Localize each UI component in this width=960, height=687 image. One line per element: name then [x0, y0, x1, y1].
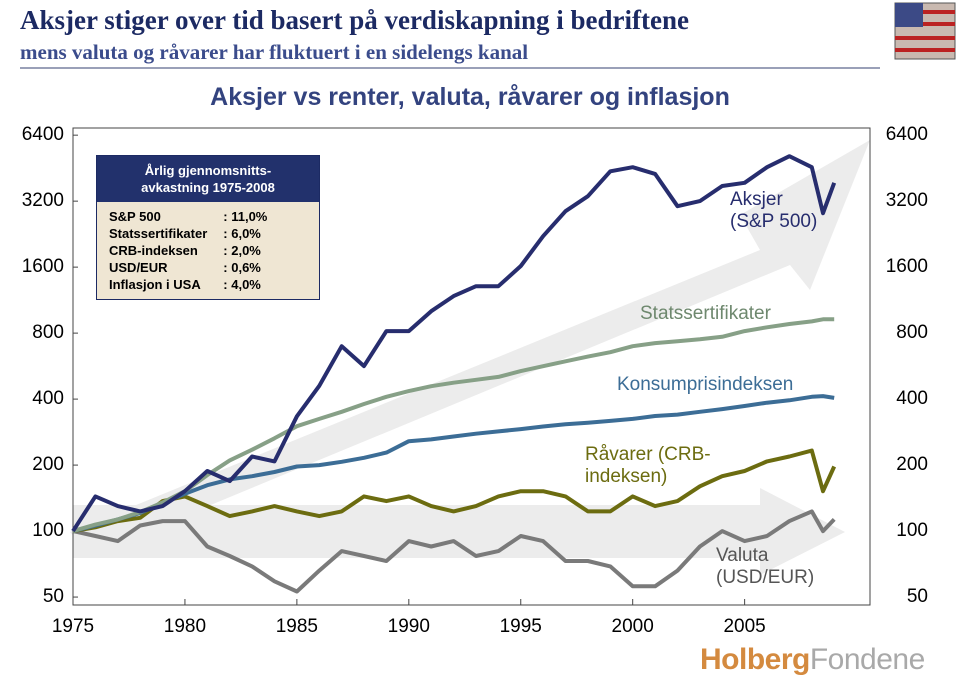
series-label: Valuta (USD/EUR)	[716, 545, 815, 588]
y2-tick-label: 50	[907, 586, 928, 607]
returns-box: Årlig gjennomsnitts- avkastning 1975-200…	[96, 155, 320, 300]
returns-row: USD/EUR : 0,6%	[107, 259, 269, 276]
returns-row: Statssertifikater : 6,0%	[107, 225, 269, 242]
y-tick-label: 3200	[22, 190, 64, 211]
series-line	[72, 394, 835, 534]
returns-cell: S&P 500	[109, 209, 161, 224]
series-line	[72, 317, 835, 534]
returns-heading: Årlig gjennomsnitts- avkastning 1975-200…	[97, 156, 319, 202]
plot-frame	[72, 127, 871, 606]
returns-row: CRB-indeksen : 2,0%	[107, 242, 269, 259]
y2-tick-label: 400	[896, 388, 928, 409]
y-tick-label: 100	[32, 520, 64, 541]
y2-tick-label: 6400	[886, 124, 928, 145]
series-label: Råvarer (CRB-indeksen)	[585, 444, 711, 487]
x-tick-label: 2005	[723, 616, 765, 637]
y2-tick-label: 100	[896, 520, 928, 541]
returns-cell: : 4,0%	[223, 277, 261, 292]
returns-row: S&P 500 : 11,0%	[107, 208, 269, 225]
y-tick-label: 1600	[22, 256, 64, 277]
flag-icon	[894, 2, 956, 60]
series-line	[72, 448, 837, 534]
y-tick-label: 6400	[22, 124, 64, 145]
y2-tick-label: 1600	[886, 256, 928, 277]
x-tick-label: 1975	[52, 616, 94, 637]
subtitle: mens valuta og råvarer har fluktuert i e…	[20, 40, 529, 64]
y-tick-label: 800	[32, 322, 64, 343]
title: Aksjer stiger over tid basert på verdisk…	[20, 5, 689, 35]
x-tick-label: 1990	[388, 616, 430, 637]
series-line	[71, 154, 837, 533]
y2-tick-label: 3200	[886, 190, 928, 211]
returns-cell: : 6,0%	[223, 226, 261, 241]
heading-line: avkastning 1975-2008	[141, 180, 275, 195]
returns-cell: Inflasjon i USA	[109, 277, 201, 292]
y2-tick-label: 200	[896, 454, 928, 475]
x-tick-label: 1980	[164, 616, 206, 637]
chart-title: Aksjer vs renter, valuta, råvarer og inf…	[210, 83, 730, 111]
series-label: Statssertifikater	[640, 303, 771, 324]
x-tick-label: 2000	[612, 616, 654, 637]
y-tick-label: 400	[32, 388, 64, 409]
logo-part: Holberg	[700, 643, 810, 676]
logo: HolbergFondene	[700, 643, 925, 677]
logo-part: Fondene	[809, 643, 925, 676]
returns-cell: : 2,0%	[223, 243, 261, 258]
series-label: Aksjer (S&P 500)	[730, 189, 818, 232]
series-line	[72, 509, 836, 594]
heading-line: Årlig gjennomsnitts-	[144, 163, 272, 178]
y-tick-label: 200	[32, 454, 64, 475]
y-tick-label: 50	[43, 586, 64, 607]
returns-cell: Statssertifikater	[109, 226, 208, 241]
x-tick-label: 1985	[276, 616, 318, 637]
returns-cell: : 11,0%	[223, 209, 268, 224]
y2-tick-label: 800	[896, 322, 928, 343]
returns-row: Inflasjon i USA : 4,0%	[107, 276, 269, 293]
series-label: Konsumprisindeksen	[617, 374, 794, 395]
returns-cell: CRB-indeksen	[109, 243, 198, 258]
returns-cell: USD/EUR	[109, 260, 168, 275]
returns-cell: : 0,6%	[223, 260, 261, 275]
returns-table: S&P 500: 11,0% Statssertifikater: 6,0% CRB…	[107, 208, 269, 293]
x-tick-label: 1995	[500, 616, 542, 637]
